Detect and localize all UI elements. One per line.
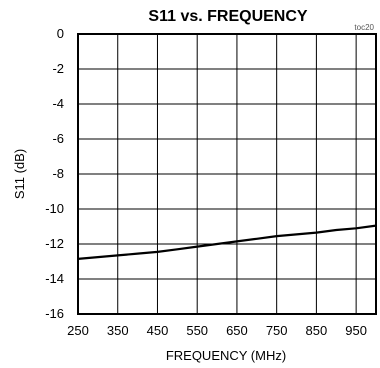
x-tick-label: 250 (67, 323, 89, 338)
y-tick-label: -2 (52, 61, 64, 76)
y-tick-label: -4 (52, 96, 64, 111)
x-axis-label: FREQUENCY (MHz) (166, 348, 286, 363)
y-tick-labels: 0 -2 -4 -6 -8 -10 -12 -14 -16 (45, 26, 64, 321)
x-tick-label: 550 (186, 323, 208, 338)
grid (77, 33, 376, 315)
x-tick-labels: 250 350 450 550 650 750 850 950 (67, 323, 367, 338)
x-tick-label: 950 (345, 323, 367, 338)
x-tick-label: 350 (107, 323, 129, 338)
y-tick-label: -14 (45, 271, 64, 286)
y-tick-label: -12 (45, 236, 64, 251)
y-tick-label: -6 (52, 131, 64, 146)
y-tick-label: -10 (45, 201, 64, 216)
x-tick-label: 850 (306, 323, 328, 338)
y-axis-label: S11 (dB) (12, 149, 27, 199)
plot-frame (77, 33, 377, 315)
y-tick-label: 0 (57, 26, 64, 41)
chart-title: S11 vs. FREQUENCY (148, 8, 308, 25)
series-group (77, 224, 377, 260)
x-tick-label: 650 (226, 323, 248, 338)
x-tick-label: 450 (147, 323, 169, 338)
x-tick-label: 750 (266, 323, 288, 338)
series-line (77, 224, 377, 260)
y-tick-label: -16 (45, 306, 64, 321)
y-tick-label: -8 (52, 166, 64, 181)
chart-tag: toc20 (354, 23, 374, 32)
